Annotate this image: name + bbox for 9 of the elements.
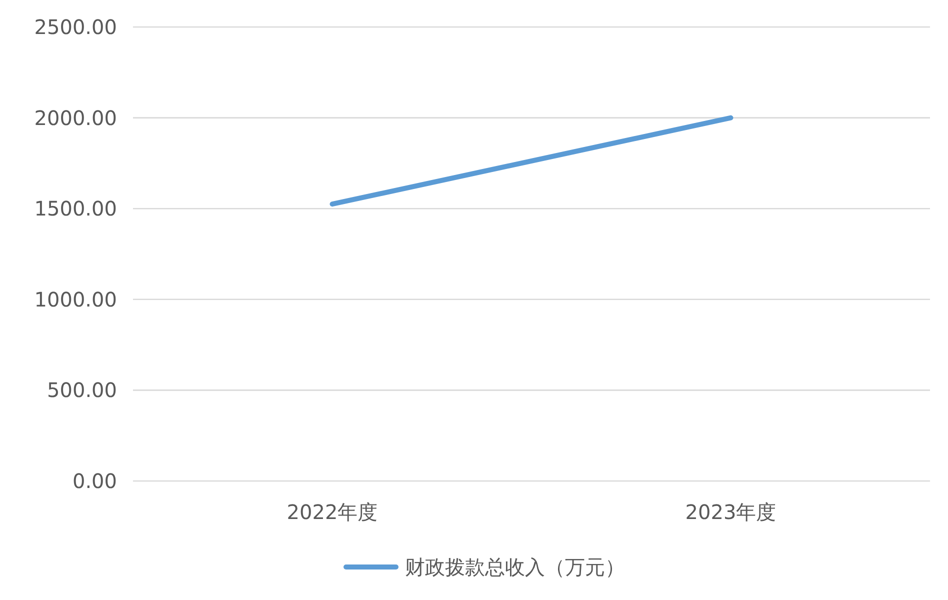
legend-label: 财政拨款总收入（万元） bbox=[405, 555, 625, 579]
y-tick-label: 1500.00 bbox=[34, 196, 117, 221]
y-tick-label: 1000.00 bbox=[34, 287, 117, 312]
y-tick-label: 2000.00 bbox=[34, 106, 117, 130]
x-tick-label: 2022年度 bbox=[286, 500, 378, 524]
y-tick-label: 2500.00 bbox=[34, 15, 117, 39]
y-tick-label: 500.00 bbox=[47, 378, 117, 402]
y-tick-label: 0.00 bbox=[72, 469, 117, 493]
x-tick-label: 2023年度 bbox=[685, 500, 776, 524]
